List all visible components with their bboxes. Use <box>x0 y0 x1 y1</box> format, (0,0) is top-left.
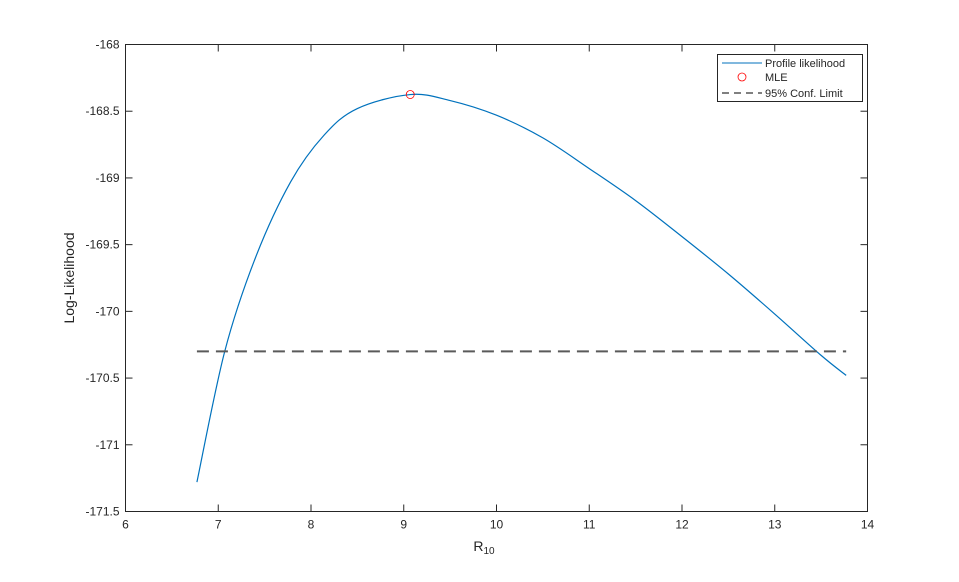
x-tick-label: 8 <box>308 518 315 532</box>
y-tick-label: -168.5 <box>85 104 119 118</box>
x-tick-label: 7 <box>215 518 222 532</box>
legend-box <box>717 54 863 102</box>
x-tick-label: 13 <box>768 518 782 532</box>
x-axis-label-main: R <box>473 538 483 554</box>
x-tick-label: 9 <box>400 518 407 532</box>
x-tick-label: 12 <box>675 518 689 532</box>
profile-likelihood-line <box>196 93 847 483</box>
y-tick-label: -171.5 <box>85 505 119 519</box>
y-axis-label: Log-Likelihood <box>61 232 77 323</box>
legend-label-conf: 95% Conf. Limit <box>765 88 843 100</box>
x-tick-label: 14 <box>861 518 875 532</box>
y-tick-label: -171 <box>95 438 119 452</box>
legend-label-profile: Profile likelihood <box>765 58 845 70</box>
y-tick-label: -169 <box>95 171 119 185</box>
mle-marker <box>405 90 415 99</box>
y-tick-label: -170 <box>95 304 119 318</box>
y-tick-label: -169.5 <box>85 238 119 252</box>
plot-area-frame <box>125 44 868 512</box>
y-tick-label: -168 <box>95 38 119 52</box>
legend-label-mle: MLE <box>765 72 788 84</box>
y-tick-label: -170.5 <box>85 371 119 385</box>
legend-marker-mle <box>737 72 747 82</box>
x-axis-label-subscript: 10 <box>484 546 496 557</box>
x-tick-label: 11 <box>583 518 596 532</box>
x-axis-label: R10 <box>473 538 495 557</box>
x-tick-label: 10 <box>490 518 504 532</box>
legend[interactable]: Profile likelihood MLE 95% Conf. Limit <box>717 54 863 102</box>
x-tick-label: 6 <box>122 518 129 532</box>
